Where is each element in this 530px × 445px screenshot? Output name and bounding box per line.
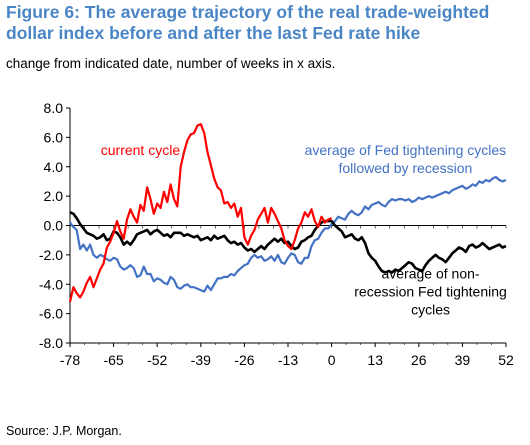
series-group xyxy=(68,123,507,303)
series-line-0 xyxy=(68,123,333,303)
chart-subtitle: change from indicated date, number of we… xyxy=(6,56,336,71)
y-tick-label: 6.0 xyxy=(44,129,64,145)
y-axis: 8.0 6.0 4.0 2.0 0.0 -2.0 -4.0 -6.0 -8.0 xyxy=(39,100,71,351)
x-tick-label: -13 xyxy=(278,352,298,368)
y-tick-label: -6.0 xyxy=(39,306,63,322)
x-tick-label: 0 xyxy=(328,352,336,368)
y-tick-label: -4.0 xyxy=(39,276,63,292)
annotation-label: followed by recession xyxy=(338,160,472,176)
x-tick-label: -52 xyxy=(147,352,167,368)
chart-title: Figure 6: The average trajectory of the … xyxy=(6,2,490,43)
y-tick-label: -8.0 xyxy=(39,335,63,351)
x-tick-label: 26 xyxy=(411,352,427,368)
source-note: Source: J.P. Morgan. xyxy=(6,424,122,438)
annotation-label: cycles xyxy=(411,301,450,317)
y-tick-label: 2.0 xyxy=(44,188,64,204)
y-tick-label: 4.0 xyxy=(44,159,64,175)
x-tick-label: 52 xyxy=(498,352,514,368)
annotations: current cycle average of Fed tightening c… xyxy=(101,142,507,317)
x-tick-label: 13 xyxy=(367,352,383,368)
x-axis: -78 -65 -52 -39 -26 -13 0 13 26 39 52 xyxy=(60,342,514,368)
x-tick-label: -78 xyxy=(60,352,80,368)
annotation-label: current cycle xyxy=(101,142,181,158)
y-tick-label: 8.0 xyxy=(44,100,64,116)
y-tick-label: 0.0 xyxy=(44,218,64,234)
series-line-1 xyxy=(69,175,507,293)
x-tick-label: -26 xyxy=(234,352,254,368)
x-tick-label: -65 xyxy=(103,352,123,368)
annotation-label: average of Fed tightening cycles xyxy=(305,142,507,158)
series-line-2 xyxy=(69,211,507,274)
zero-line xyxy=(69,225,507,229)
annotation-label: recession Fed tightening xyxy=(354,283,507,299)
y-tick-label: -2.0 xyxy=(39,247,63,263)
x-tick-label: -39 xyxy=(191,352,211,368)
x-tick-label: 39 xyxy=(455,352,471,368)
annotation-label: average of non- xyxy=(381,265,479,281)
